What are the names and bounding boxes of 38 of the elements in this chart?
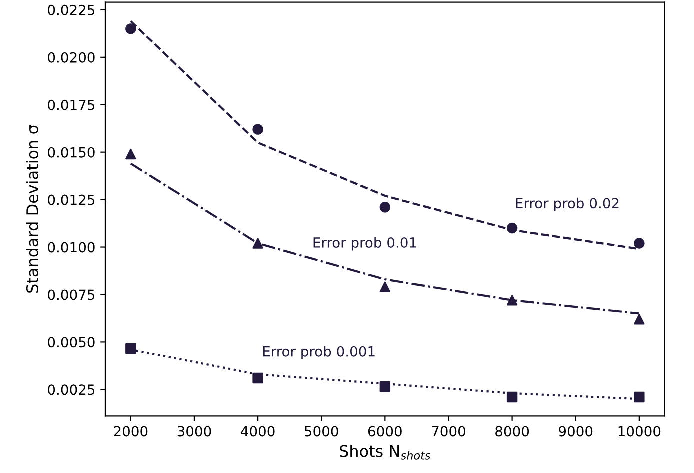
point (126, 148, 136, 160)
point (126, 343, 136, 354)
point (380, 282, 391, 292)
x-tick-label: 4000 (241, 426, 275, 437)
y-tick-label: 0.0125 (48, 194, 95, 206)
y-axis-title: Standard Deviation σ (26, 125, 39, 293)
x-tick-label: 10000 (618, 426, 661, 437)
point (506, 392, 518, 403)
point (252, 124, 264, 135)
point (252, 238, 264, 249)
annotation: Error prob 0.01 (314, 237, 416, 251)
point (506, 222, 518, 234)
y-tick-label: 0.0025 (48, 384, 95, 396)
y-tick-label: 0.0050 (48, 337, 95, 348)
annotation: Error prob 0.001 (263, 346, 375, 360)
x-tick-label: 5000 (305, 426, 338, 437)
x-tick-label: 9000 (559, 426, 593, 437)
point (126, 24, 136, 34)
point (252, 372, 264, 384)
x-tick-label: 7000 (432, 426, 466, 437)
annotation: Error prob 0.02 (516, 198, 619, 212)
point (380, 202, 391, 213)
point (634, 314, 645, 325)
point (506, 295, 518, 306)
y-tick-label: 0.0150 (48, 147, 95, 158)
y-tick-label: 0.0225 (48, 4, 95, 16)
y-tick-label: 0.0200 (48, 52, 95, 63)
y-tick-label: 0.0175 (48, 100, 95, 110)
x-axis-title: Shots N$_{shots}$ (340, 444, 431, 460)
x-tick-label: 2000 (114, 426, 148, 437)
point (634, 392, 645, 403)
point (634, 238, 645, 249)
y-tick-label: 0.0075 (48, 290, 95, 300)
point (380, 381, 391, 392)
y-tick-label: 0.0100 (48, 242, 95, 253)
x-tick-label: 8000 (496, 426, 530, 437)
x-tick-label: 6000 (368, 426, 402, 437)
x-tick-label: 3000 (178, 426, 212, 437)
